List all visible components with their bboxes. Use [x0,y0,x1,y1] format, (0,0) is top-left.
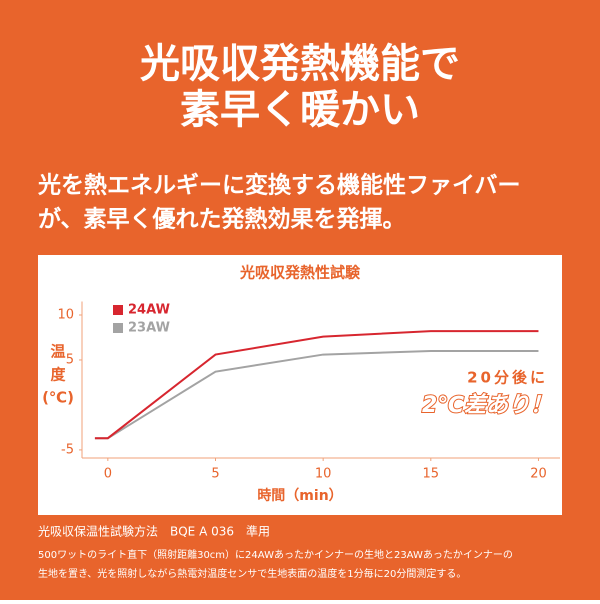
legend-label: 23AW [128,321,170,336]
x-tick-label: 20 [530,467,547,482]
x-axis-label: 時間（min） [257,487,342,504]
chart-panel [38,255,562,515]
legend-label: 24AW [128,303,170,318]
chart-title: 光吸収発熱性試験 [239,264,361,282]
x-tick-label: 0 [104,467,112,482]
subtitle: が、素早く優れた発熱効果を発揮。 [38,206,406,233]
y-axis-label: (℃) [42,389,74,407]
footer-method: 光吸収保温性試験方法 BQE A 036 準用 [38,524,270,539]
x-tick-label: 10 [315,467,332,482]
y-tick-label: 10 [57,307,74,322]
annotation: 20分後に [467,369,548,387]
legend-swatch [113,323,123,333]
title: 素早く暖かい [180,87,420,133]
y-axis-label: 度 [50,366,66,384]
subtitle: 光を熱エネルギーに変換する機能性ファイバー [37,172,521,199]
x-tick-label: 15 [423,467,440,482]
annotation: 2℃差あり！ [422,392,552,418]
title: 光吸収発熱機能で [140,41,460,87]
x-tick-label: 5 [211,467,219,482]
legend-swatch [113,305,123,315]
y-tick-label: 5 [66,352,74,367]
y-axis-label: 温 [50,343,65,361]
y-tick-label: -5 [61,442,74,457]
footer-note: 500ワットのライト直下（照射距離30cm）に24AWあったかインナーの生地と2… [38,548,513,561]
footer-note: 生地を置き、光を照射しながら熱電対温度センサで生地表面の温度を1分毎に20分間測… [38,567,466,580]
series-line [94,330,539,440]
